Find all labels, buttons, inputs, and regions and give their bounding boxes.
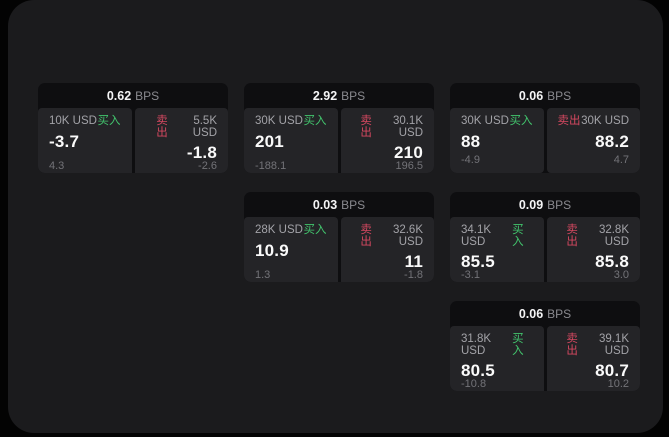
buy-price: 88 bbox=[461, 131, 481, 151]
buy-price: 201 bbox=[255, 131, 284, 151]
buy-amount: 10K USD bbox=[49, 115, 97, 127]
sell-amount: 30K USD bbox=[581, 115, 629, 127]
buy-tag: 买入 bbox=[303, 115, 327, 127]
card-body: 28K USD 买入 10.9 1.3 卖出 32.6K USD 11 -1.8 bbox=[244, 217, 434, 282]
buy-tag: 买入 bbox=[97, 115, 121, 127]
card-header: 0.62 BPS bbox=[38, 83, 228, 108]
quote-card: 2.92 BPS 30K USD 买入 201 -188.1 卖出 30.1K … bbox=[244, 83, 434, 173]
buy-sub-value: -10.8 bbox=[461, 378, 487, 390]
sell-pane[interactable]: 卖出 5.5K USD -1.8 -2.6 bbox=[134, 108, 228, 173]
buy-tag: 买入 bbox=[509, 115, 533, 127]
buy-tag: 买入 bbox=[303, 224, 327, 236]
buy-price: -3.7 bbox=[49, 131, 80, 151]
sell-tag: 卖出 bbox=[566, 333, 578, 357]
quote-card: 0.06 BPS 30K USD 买入 88 -4.9 卖出 30K USD bbox=[450, 83, 640, 173]
sell-tag: 卖出 bbox=[557, 115, 581, 127]
bps-value: 0.62 bbox=[106, 88, 132, 103]
sell-price: 85.8 bbox=[595, 252, 629, 271]
card-header: 0.09 BPS bbox=[450, 192, 640, 217]
sell-tag: 卖出 bbox=[566, 224, 578, 248]
sell-amount: 32.6K USD bbox=[392, 224, 423, 248]
sell-pane[interactable]: 卖出 39.1K USD 80.7 10.2 bbox=[546, 326, 640, 391]
card-body: 10K USD 买入 -3.7 4.3 卖出 5.5K USD -1.8 -2.… bbox=[38, 108, 228, 173]
buy-pane[interactable]: 10K USD 买入 -3.7 4.3 bbox=[38, 108, 132, 173]
buy-sub-value: -3.1 bbox=[461, 269, 480, 281]
buy-amount: 30K USD bbox=[255, 115, 303, 127]
buy-pane[interactable]: 30K USD 买入 201 -188.1 bbox=[244, 108, 338, 173]
sell-sub-value: 4.7 bbox=[613, 154, 629, 166]
bps-unit: BPS bbox=[135, 88, 160, 103]
sell-tag: 卖出 bbox=[360, 224, 372, 248]
sell-tag: 卖出 bbox=[360, 115, 372, 139]
bps-value: 2.92 bbox=[312, 88, 338, 103]
sell-sub-value: 196.5 bbox=[395, 160, 423, 172]
quote-card: 0.03 BPS 28K USD 买入 10.9 1.3 卖出 32.6K US… bbox=[244, 192, 434, 282]
sell-sub-value: -2.6 bbox=[198, 160, 217, 172]
card-body: 30K USD 买入 201 -188.1 卖出 30.1K USD 210 1… bbox=[244, 108, 434, 173]
card-header: 0.06 BPS bbox=[450, 83, 640, 108]
quote-card: 0.09 BPS 34.1K USD 买入 85.5 -3.1 卖出 32.8K… bbox=[450, 192, 640, 282]
quote-grid: 0.62 BPS 10K USD 买入 -3.7 4.3 卖出 5.5K USD bbox=[38, 83, 640, 391]
card-header: 0.03 BPS bbox=[244, 192, 434, 217]
bps-unit: BPS bbox=[341, 88, 366, 103]
sell-pane[interactable]: 卖出 32.6K USD 11 -1.8 bbox=[340, 217, 434, 282]
sell-pane[interactable]: 卖出 32.8K USD 85.8 3.0 bbox=[546, 217, 640, 282]
sell-price: -1.8 bbox=[186, 143, 217, 162]
sell-price: 88.2 bbox=[595, 131, 629, 151]
sell-amount: 30.1K USD bbox=[392, 115, 423, 139]
sell-amount: 39.1K USD bbox=[598, 333, 629, 357]
sell-amount: 32.8K USD bbox=[598, 224, 629, 248]
bps-value: 0.09 bbox=[518, 197, 544, 212]
buy-amount: 28K USD bbox=[255, 224, 303, 236]
bps-unit: BPS bbox=[547, 88, 572, 103]
card-body: 34.1K USD 买入 85.5 -3.1 卖出 32.8K USD 85.8… bbox=[450, 217, 640, 282]
sell-sub-value: -1.8 bbox=[404, 269, 423, 281]
card-header: 0.06 BPS bbox=[450, 301, 640, 326]
buy-sub-value: 1.3 bbox=[255, 269, 271, 281]
bps-unit: BPS bbox=[547, 306, 572, 321]
sell-pane[interactable]: 卖出 30K USD 88.2 4.7 bbox=[546, 108, 640, 173]
buy-pane[interactable]: 30K USD 买入 88 -4.9 bbox=[450, 108, 544, 173]
sell-tag: 卖出 bbox=[156, 115, 168, 139]
sell-pane[interactable]: 卖出 30.1K USD 210 196.5 bbox=[340, 108, 434, 173]
bps-unit: BPS bbox=[547, 197, 572, 212]
bps-unit: BPS bbox=[341, 197, 366, 212]
sell-price: 11 bbox=[404, 252, 423, 271]
sell-amount: 5.5K USD bbox=[192, 115, 217, 139]
buy-pane[interactable]: 34.1K USD 买入 85.5 -3.1 bbox=[450, 217, 544, 282]
sell-sub-value: 10.2 bbox=[607, 378, 629, 390]
buy-amount: 34.1K USD bbox=[461, 224, 492, 248]
card-body: 30K USD 买入 88 -4.9 卖出 30K USD 88.2 4.7 bbox=[450, 108, 640, 173]
quote-card: 0.62 BPS 10K USD 买入 -3.7 4.3 卖出 5.5K USD bbox=[38, 83, 228, 173]
buy-sub-value: -188.1 bbox=[255, 160, 287, 172]
buy-price: 85.5 bbox=[461, 252, 495, 271]
card-header: 2.92 BPS bbox=[244, 83, 434, 108]
buy-sub-value: 4.3 bbox=[49, 160, 65, 172]
bps-value: 0.06 bbox=[518, 88, 544, 103]
buy-tag: 买入 bbox=[512, 224, 524, 248]
bps-value: 0.03 bbox=[312, 197, 338, 212]
buy-sub-value: -4.9 bbox=[461, 154, 480, 166]
buy-price: 10.9 bbox=[255, 240, 289, 260]
sell-price: 210 bbox=[394, 143, 423, 162]
buy-amount: 30K USD bbox=[461, 115, 509, 127]
buy-price: 80.5 bbox=[461, 361, 495, 380]
quote-card: 0.06 BPS 31.8K USD 买入 80.5 -10.8 卖出 39.1… bbox=[450, 301, 640, 391]
sell-price: 80.7 bbox=[595, 361, 629, 380]
app-panel: 0.62 BPS 10K USD 买入 -3.7 4.3 卖出 5.5K USD bbox=[8, 0, 663, 433]
buy-pane[interactable]: 28K USD 买入 10.9 1.3 bbox=[244, 217, 338, 282]
bps-value: 0.06 bbox=[518, 306, 544, 321]
buy-amount: 31.8K USD bbox=[461, 333, 492, 357]
sell-sub-value: 3.0 bbox=[613, 269, 629, 281]
buy-pane[interactable]: 31.8K USD 买入 80.5 -10.8 bbox=[450, 326, 544, 391]
buy-tag: 买入 bbox=[512, 333, 524, 357]
card-body: 31.8K USD 买入 80.5 -10.8 卖出 39.1K USD 80.… bbox=[450, 326, 640, 391]
